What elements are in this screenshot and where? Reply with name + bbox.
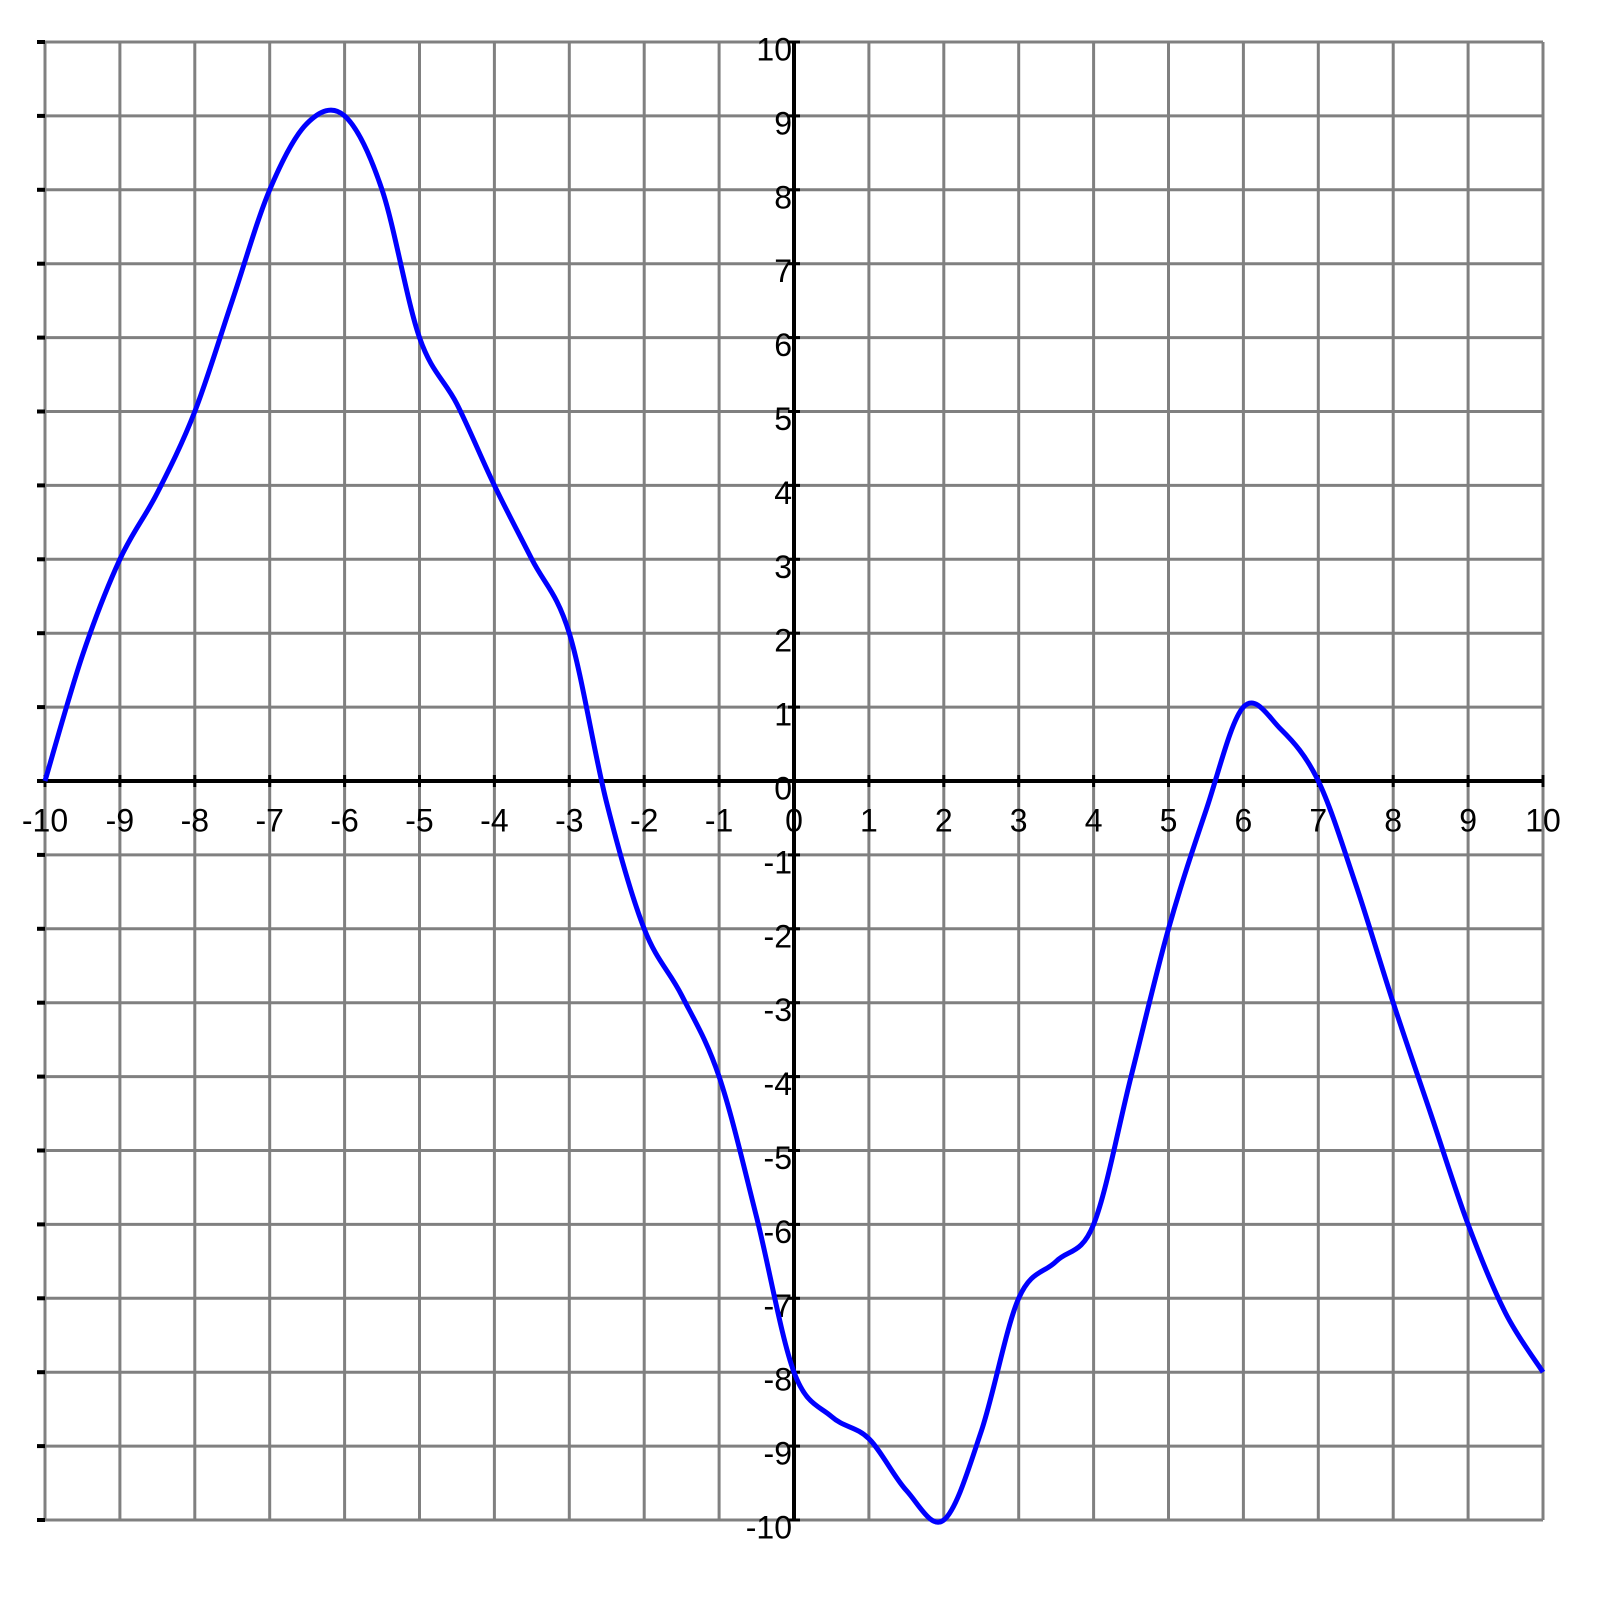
x-tick-label: -3 — [555, 802, 583, 838]
x-tick-label: 9 — [1459, 802, 1477, 838]
y-tick-label: 2 — [774, 623, 792, 659]
y-tick-label: -1 — [764, 844, 792, 880]
y-tick-label: -9 — [764, 1436, 792, 1472]
x-tick-label: 10 — [1525, 802, 1561, 838]
x-tick-label: 1 — [860, 802, 878, 838]
x-tick-label: 3 — [1010, 802, 1028, 838]
x-tick-label: -10 — [22, 802, 68, 838]
x-tick-label: -1 — [705, 802, 733, 838]
y-tick-label: -3 — [764, 992, 792, 1028]
y-tick-label: -4 — [764, 1066, 792, 1102]
y-tick-label: 6 — [774, 327, 792, 363]
x-tick-label: -6 — [330, 802, 358, 838]
x-tick-label: 5 — [1160, 802, 1178, 838]
x-tick-label: -4 — [480, 802, 508, 838]
y-tick-label: 5 — [774, 401, 792, 437]
y-tick-label: 3 — [774, 549, 792, 585]
x-tick-label: -2 — [630, 802, 658, 838]
y-tick-label: 1 — [774, 697, 792, 733]
x-tick-label: 7 — [1309, 802, 1327, 838]
y-tick-label: -8 — [764, 1362, 792, 1398]
y-tick-label: 4 — [774, 475, 792, 511]
x-tick-label: 8 — [1384, 802, 1402, 838]
y-tick-label: -6 — [764, 1214, 792, 1250]
y-tick-label: 10 — [756, 31, 792, 67]
x-tick-label: -9 — [106, 802, 134, 838]
curve — [42, 107, 1546, 1525]
y-tick-label: 9 — [774, 105, 792, 141]
y-tick-label: 8 — [774, 179, 792, 215]
x-tick-label: 4 — [1085, 802, 1103, 838]
y-tick-label: -2 — [764, 918, 792, 954]
x-tick-label: 2 — [935, 802, 953, 838]
y-tick-label: 7 — [774, 253, 792, 289]
x-tick-label: 6 — [1235, 802, 1253, 838]
x-tick-label: -8 — [181, 802, 209, 838]
x-tick-label: 0 — [785, 802, 803, 838]
y-tick-label: -10 — [746, 1509, 792, 1545]
y-tick-label: -5 — [764, 1140, 792, 1176]
y-tick-label: 0 — [774, 770, 792, 806]
x-tick-label: -7 — [255, 802, 283, 838]
x-tick-label: -5 — [405, 802, 433, 838]
